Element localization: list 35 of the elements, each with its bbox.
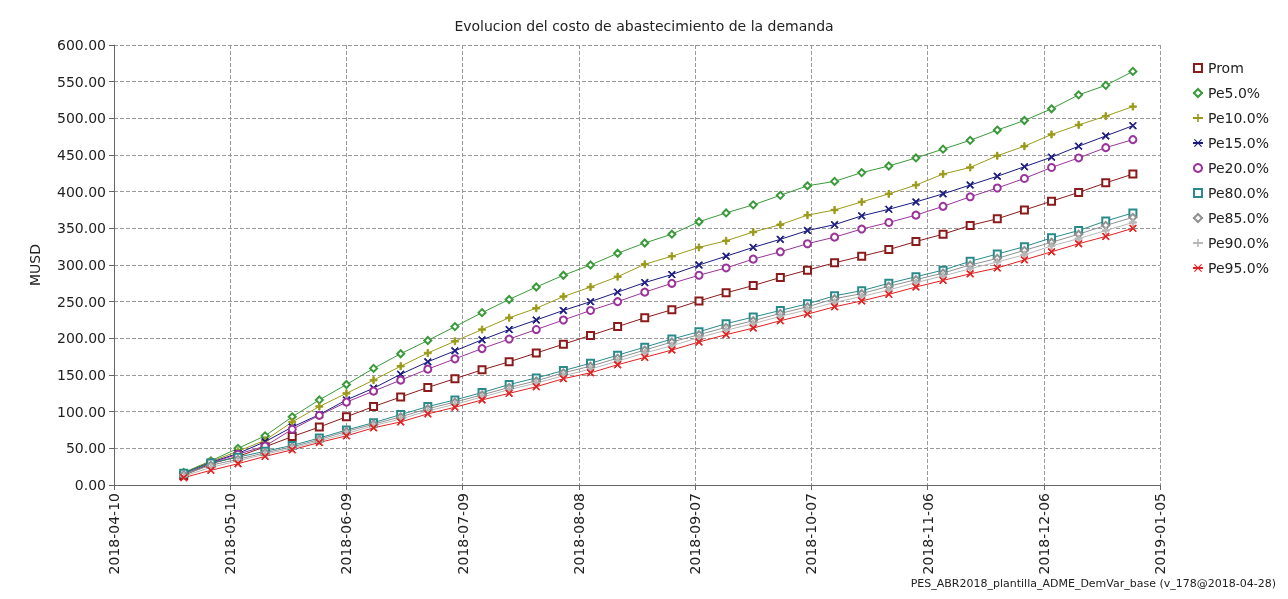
y-tick-label: 550.00 — [57, 73, 106, 90]
y-tick-label: 100.00 — [57, 403, 106, 420]
legend-label: Prom — [1207, 60, 1244, 76]
y-tick-label: 300.00 — [57, 257, 106, 273]
y-tick-label: 50.00 — [65, 440, 106, 457]
x-tick-label: 2018-12-06 — [1035, 492, 1052, 575]
y-tick-label: 350.00 — [57, 220, 106, 237]
y-tick-label: 450.00 — [57, 147, 106, 163]
x-tick-label: 2018-07-09 — [454, 493, 471, 575]
x-tick-label: 2018-11-06 — [919, 492, 936, 575]
text: PES_ABR2018_plantilla_ADME_DemVar_base (v_178@2018-04-28) — [910, 577, 1277, 590]
chart-title: Evolucion del costo de abastecimiento de la demanda — [454, 18, 834, 34]
legend-label: Pe15.0% — [1207, 135, 1269, 151]
legend-label: Pe90.0% — [1207, 235, 1269, 251]
x-tick-label: 2018-09-07 — [687, 493, 704, 575]
legend-label: Pe20.0% — [1207, 160, 1269, 176]
x-tick-label: 2018-10-07 — [803, 493, 820, 575]
x-tick-label: 2018-06-09 — [338, 493, 355, 575]
x-tick-label: 2018-08-08 — [570, 493, 587, 575]
x-tick-label: 2019-01-05 — [1152, 493, 1168, 575]
y-tick-label: 500.00 — [57, 110, 106, 127]
legend-label: Pe5.0% — [1207, 85, 1261, 101]
y-tick-label: 400.00 — [57, 183, 106, 200]
y-tick-label: 200.00 — [57, 330, 106, 347]
y-tick-label: 600.00 — [57, 37, 106, 53]
y-tick-label: 250.00 — [57, 293, 106, 310]
legend-label: Pe95.0% — [1207, 260, 1269, 276]
x-tick-label: 2018-04-10 — [106, 493, 122, 575]
y-axis-title: MUSD — [27, 244, 43, 286]
y-tick-label: 0.00 — [74, 477, 106, 493]
legend-label: Pe80.0% — [1207, 185, 1269, 201]
y-tick-label: 150.00 — [57, 367, 106, 383]
x-tick-label: 2018-05-10 — [222, 493, 239, 575]
legend-label: Pe10.0% — [1207, 110, 1269, 126]
legend-label: Pe85.0% — [1207, 210, 1269, 226]
